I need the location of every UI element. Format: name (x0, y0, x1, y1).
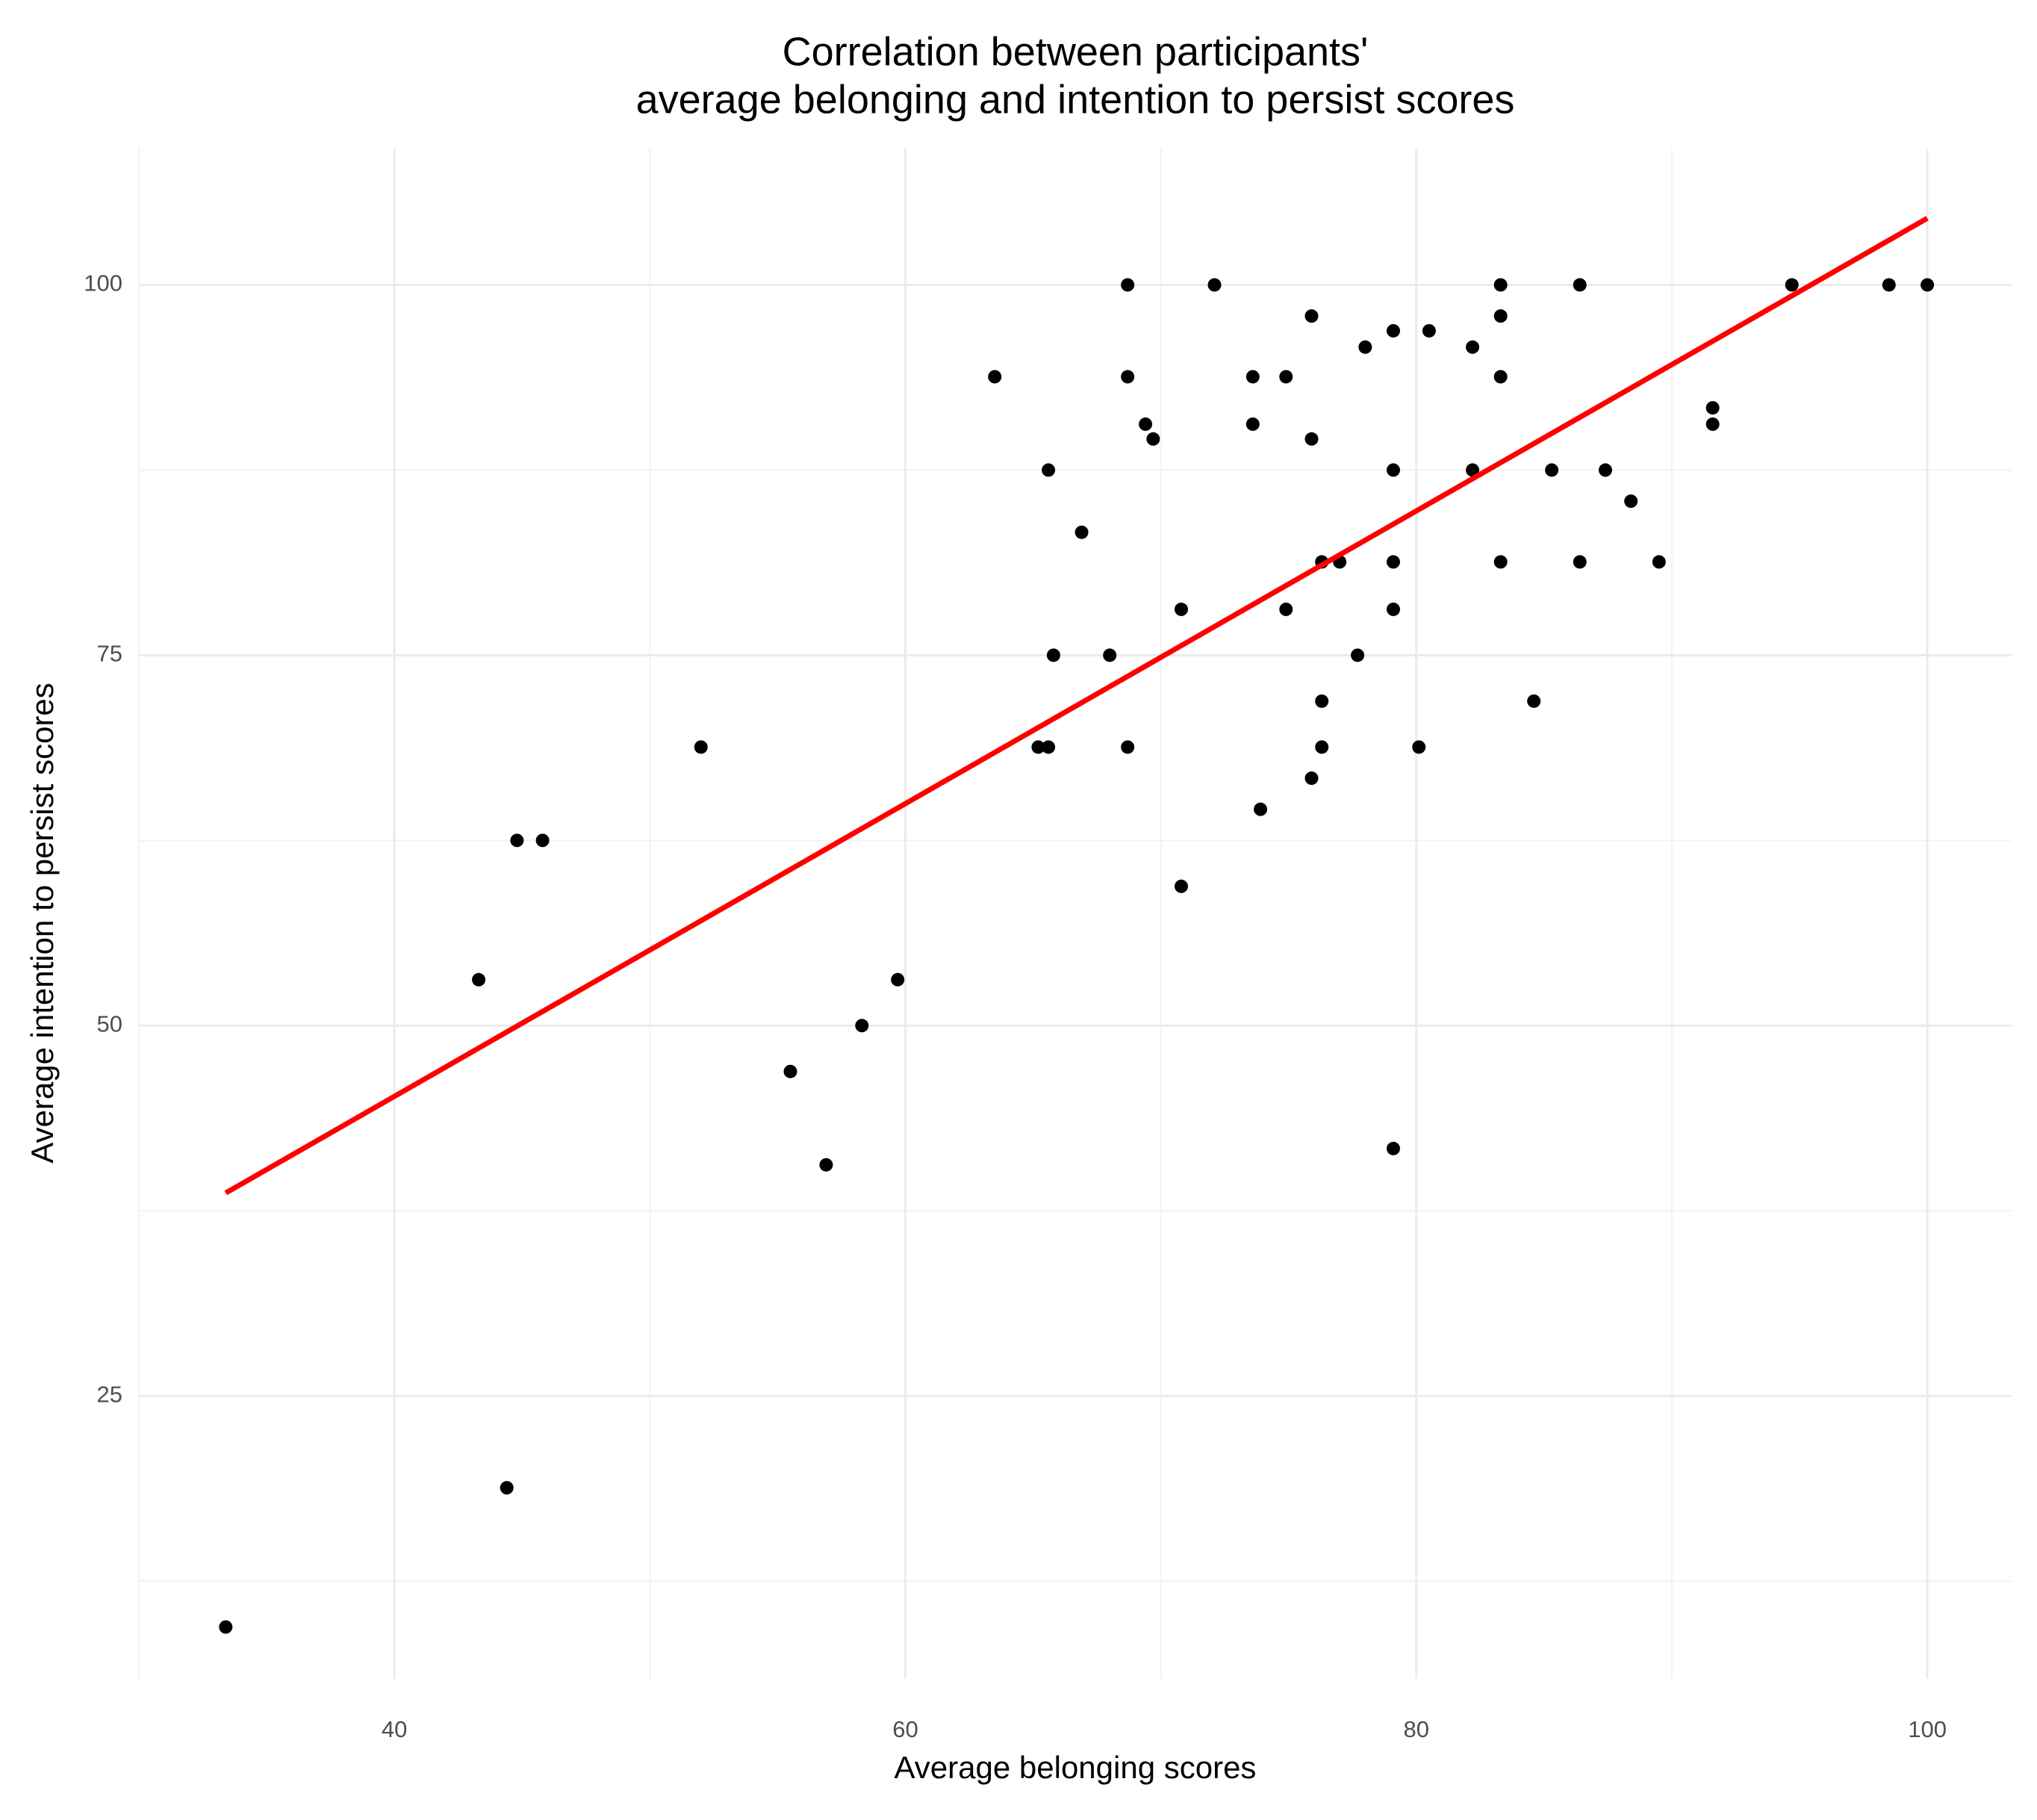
point (535, 833, 550, 848)
point (510, 833, 524, 848)
point (1174, 602, 1188, 616)
point (1121, 740, 1135, 754)
regression-line (224, 216, 1929, 1196)
point (1882, 278, 1896, 292)
y-axis-title: Average intention to persist scores (25, 683, 60, 1164)
point (500, 1481, 514, 1495)
x-tick-label: 60 (892, 1716, 918, 1742)
point (1121, 278, 1135, 292)
point (1103, 648, 1117, 662)
point (1652, 555, 1666, 569)
point (219, 1620, 233, 1634)
y-tick-label: 50 (97, 1010, 122, 1037)
point (1705, 401, 1720, 415)
point (891, 972, 905, 987)
x-tick-label: 80 (1404, 1716, 1429, 1742)
point (1412, 740, 1426, 754)
chart-title: average belonging and intention to persi… (636, 77, 1515, 122)
point (1386, 555, 1400, 569)
x-tick-label: 40 (382, 1716, 407, 1742)
point (1921, 278, 1935, 292)
point (1245, 370, 1260, 384)
point (1254, 802, 1268, 816)
point (819, 1158, 833, 1172)
point (1493, 309, 1508, 323)
x-tick-label: 100 (1908, 1716, 1947, 1742)
point (1304, 309, 1319, 323)
point (1573, 555, 1587, 569)
point (1386, 463, 1400, 477)
point (1279, 602, 1293, 616)
point (1207, 278, 1222, 292)
point (694, 740, 708, 754)
point (1598, 463, 1612, 477)
point (1304, 771, 1319, 786)
point (1493, 370, 1508, 384)
point (1624, 494, 1638, 509)
point (1075, 525, 1089, 539)
point (855, 1019, 869, 1033)
point (1174, 879, 1188, 893)
point (1046, 648, 1060, 662)
point (1705, 417, 1720, 431)
point (1042, 740, 1056, 754)
point (1139, 417, 1153, 431)
point (1121, 370, 1135, 384)
point (1386, 323, 1400, 338)
point (1785, 278, 1799, 292)
y-tick-label: 75 (97, 641, 122, 667)
point (1493, 555, 1508, 569)
point (1031, 740, 1045, 754)
point (1245, 417, 1260, 431)
point (1358, 340, 1372, 354)
point (1466, 340, 1480, 354)
point (1527, 694, 1541, 708)
point (472, 972, 486, 987)
point (1042, 463, 1056, 477)
point (1279, 370, 1293, 384)
point (1386, 1141, 1400, 1155)
x-axis-title: Average belonging scores (895, 1750, 1257, 1785)
point (1573, 278, 1587, 292)
point (1304, 432, 1319, 446)
point (1315, 740, 1329, 754)
point (988, 370, 1002, 384)
point (1493, 278, 1508, 292)
point (1351, 648, 1365, 662)
y-tick-label: 100 (84, 270, 122, 296)
y-tick-label: 25 (97, 1381, 122, 1407)
point (1545, 463, 1559, 477)
point (1146, 432, 1160, 446)
point (1422, 323, 1436, 338)
point (1386, 602, 1400, 616)
point (1466, 463, 1480, 477)
point (783, 1064, 797, 1078)
chart-title: Correlation between participants' (783, 29, 1369, 74)
point (1315, 694, 1329, 708)
